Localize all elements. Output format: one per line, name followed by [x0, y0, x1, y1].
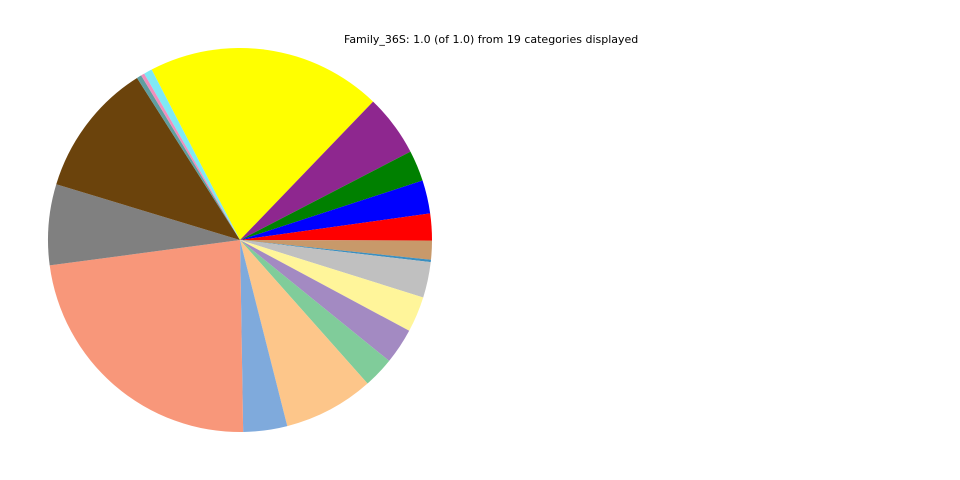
- pie-slice-11: [240, 240, 368, 427]
- pie-slice-18: [144, 69, 240, 240]
- pie-slice-14: [47, 184, 240, 266]
- chart-title: Family_36S: 1.0 (of 1.0) from 19 categor…: [344, 33, 639, 46]
- pie-slice-7: [240, 240, 431, 298]
- pie-slice-17: [141, 73, 240, 241]
- pie-slice-9: [240, 240, 410, 361]
- pie-slice-4: [240, 213, 432, 241]
- pie-slice-3: [240, 180, 431, 240]
- pie-slice-0: [151, 47, 374, 240]
- pie-slice-15: [56, 77, 240, 240]
- pie-slice-10: [240, 240, 390, 384]
- pie-slice-1: [240, 101, 411, 240]
- pie-slice-6: [240, 240, 431, 263]
- pie-slice-5: [240, 240, 432, 260]
- pie-slice-13: [49, 240, 244, 432]
- pie-slice-16: [137, 75, 240, 240]
- pie-slice-12: [240, 240, 288, 432]
- pie-slice-2: [240, 151, 423, 240]
- pie-slice-8: [240, 240, 424, 331]
